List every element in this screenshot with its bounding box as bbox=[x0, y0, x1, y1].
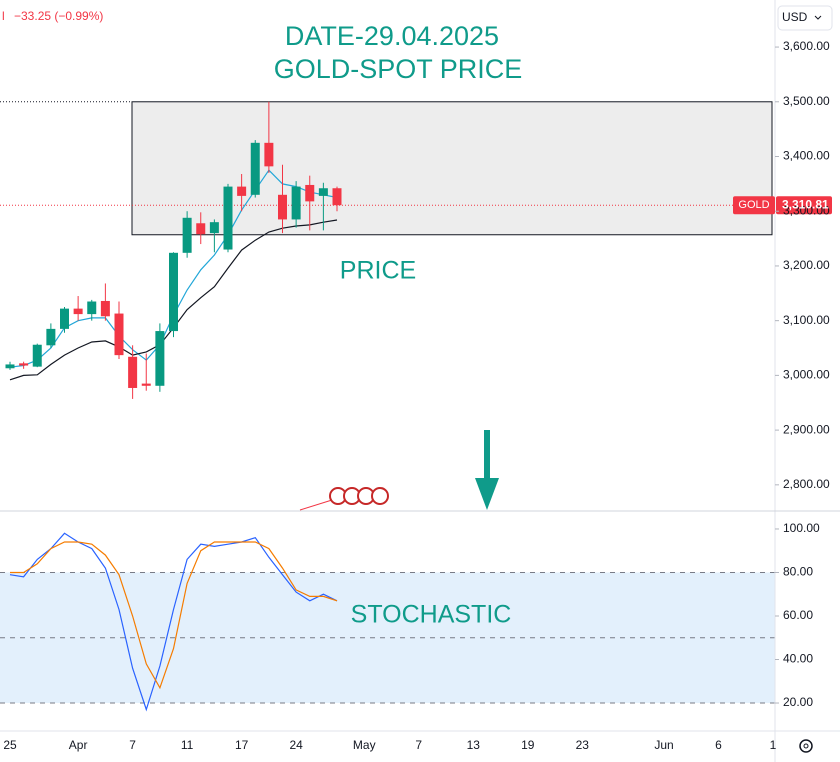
x-tick-label: 24 bbox=[289, 738, 303, 752]
candle-body bbox=[32, 344, 42, 367]
y-tick-label: 3,600.00 bbox=[783, 39, 830, 53]
price-change: −33.25 (−0.99%) bbox=[14, 9, 103, 23]
x-tick-label: Jun bbox=[654, 738, 673, 752]
candle-body bbox=[318, 188, 328, 196]
last-price-tag bbox=[776, 196, 832, 215]
x-tick-label: 6 bbox=[715, 738, 722, 752]
y-tick-label: 3,300.00 bbox=[783, 203, 830, 217]
candle-body bbox=[278, 194, 287, 220]
chart-title: DATE-29.04.2025 bbox=[285, 21, 499, 51]
x-tick-label: Apr bbox=[69, 738, 88, 752]
candle-body bbox=[60, 308, 69, 329]
y-tick-label: 60.00 bbox=[783, 608, 813, 622]
candle-body bbox=[100, 300, 110, 317]
y-tick-label: 40.00 bbox=[783, 652, 813, 666]
plot-layers bbox=[0, 101, 775, 712]
candle-body bbox=[196, 223, 206, 235]
candle-body bbox=[141, 383, 151, 386]
x-tick-label: 19 bbox=[521, 738, 535, 752]
candle-body bbox=[209, 222, 219, 234]
x-tick-label: 11 bbox=[181, 738, 194, 752]
candle-body bbox=[73, 308, 83, 315]
candle-body bbox=[5, 364, 15, 369]
series-line bbox=[9, 532, 338, 712]
y-tick-label: 3,100.00 bbox=[783, 313, 830, 327]
chart-subtitle: GOLD-SPOT PRICE bbox=[274, 54, 523, 84]
x-tick-label: May bbox=[353, 738, 376, 752]
x-tick-label: 7 bbox=[415, 738, 422, 752]
price-zone bbox=[131, 101, 773, 236]
currency-label: USD bbox=[782, 10, 808, 24]
candle-body bbox=[155, 331, 165, 386]
candle-body bbox=[182, 217, 192, 253]
stochastic-band bbox=[0, 572, 775, 704]
candle-body bbox=[223, 186, 233, 250]
y-tick-label: 3,200.00 bbox=[783, 258, 830, 272]
chevron bbox=[814, 15, 822, 20]
y-tick-label: 3,500.00 bbox=[783, 94, 830, 108]
stochastic-annotation: STOCHASTIC bbox=[351, 601, 512, 629]
y-tick-label: 3,000.00 bbox=[783, 368, 830, 382]
candle-body bbox=[250, 142, 260, 195]
y-tick-label: 2,800.00 bbox=[783, 477, 830, 491]
candle-body bbox=[291, 186, 301, 220]
y-tick-label: 3,400.00 bbox=[783, 149, 830, 163]
down-arrow bbox=[475, 430, 499, 510]
candle-body bbox=[237, 186, 247, 196]
x-tick-label: 7 bbox=[129, 738, 136, 752]
settings-icon[interactable] bbox=[799, 739, 813, 753]
x-tick-label: 1 bbox=[770, 738, 777, 752]
x-tick-label: 13 bbox=[467, 738, 481, 752]
last-price-label: 3,310.81 bbox=[782, 197, 829, 211]
candle-body bbox=[305, 184, 315, 202]
symbol-label: GOLD bbox=[738, 199, 769, 211]
y-tick-label: 20.00 bbox=[783, 695, 813, 709]
x-tick-label: 17 bbox=[235, 738, 249, 752]
y-tick-label: 80.00 bbox=[783, 565, 813, 579]
icon: l bbox=[2, 9, 5, 23]
candle-body bbox=[128, 356, 138, 388]
candle-body bbox=[114, 313, 124, 356]
price-annotation: PRICE bbox=[340, 257, 416, 285]
x-tick-label: 23 bbox=[576, 738, 590, 752]
candle-body bbox=[264, 142, 274, 167]
event-icons[interactable] bbox=[299, 487, 389, 511]
y-tick-label: 100.00 bbox=[783, 521, 820, 535]
candle-body bbox=[87, 301, 97, 315]
x-tick-label: 25 bbox=[3, 738, 17, 752]
symbol-tag bbox=[733, 196, 775, 215]
candle-body bbox=[46, 328, 56, 346]
candle-body bbox=[19, 363, 29, 366]
candle-body bbox=[332, 188, 342, 206]
series-line bbox=[10, 541, 338, 690]
y-tick-label: 2,900.00 bbox=[783, 422, 830, 436]
candle-body bbox=[169, 252, 178, 332]
currency-button[interactable] bbox=[777, 5, 833, 31]
